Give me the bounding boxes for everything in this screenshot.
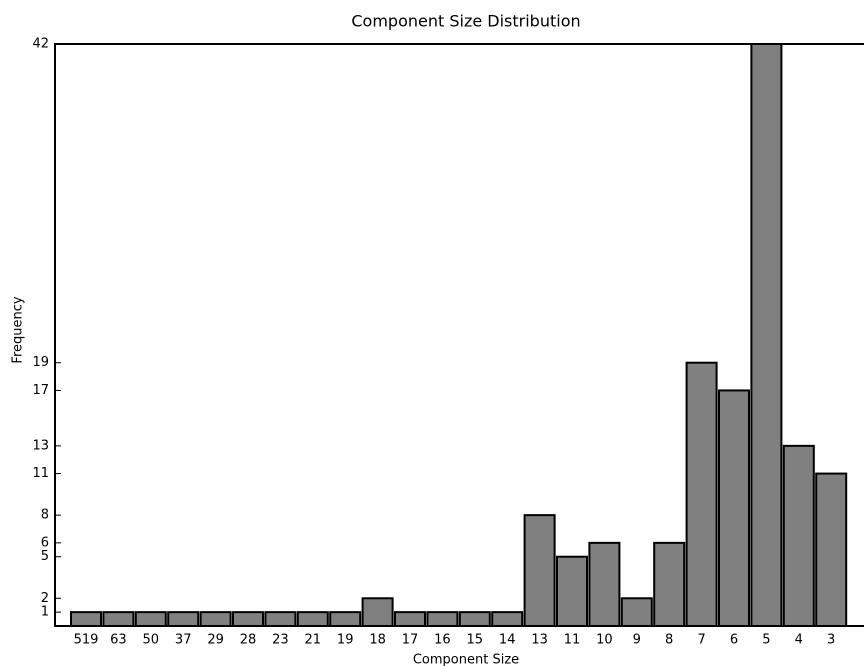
bar [556,555,588,628]
y-axis-label: Frequency [11,296,26,363]
x-axis-label: Component Size [413,653,519,666]
x-tick-label: 29 [207,633,224,648]
bar [361,597,394,627]
y-tick-label: 5 [41,549,49,564]
bar [653,541,686,627]
bar [620,597,653,627]
bar [296,611,329,628]
y-tick-label: 2 [41,591,49,606]
x-tick-label: 13 [531,633,548,648]
y-tick-label: 42 [32,37,49,52]
bar [329,611,362,628]
bar [782,444,815,627]
chart-title: Component Size Distribution [351,12,580,31]
bar [815,472,848,628]
x-tick-label: 17 [402,633,419,648]
x-tick-label: 519 [74,633,99,648]
y-tick-label: 19 [32,355,49,370]
bar [199,611,232,628]
y-tick-label: 8 [41,508,49,523]
bar [588,541,621,627]
x-tick-label: 23 [272,633,289,648]
x-tick-label: 14 [499,633,516,648]
bar [426,611,459,628]
bar [264,611,297,628]
x-tick-label: 10 [596,633,613,648]
bar [685,361,718,627]
x-tick-label: 37 [175,633,192,648]
bar [102,611,135,628]
y-tick-label: 13 [32,438,49,453]
x-tick-label: 8 [665,633,673,648]
x-tick-label: 15 [467,633,484,648]
y-tick-label: 1 [41,605,49,620]
bar [167,611,200,628]
x-tick-label: 11 [564,633,581,648]
bar [491,611,524,628]
y-tick-label: 17 [32,383,49,398]
bar [70,611,102,628]
bar [718,389,750,627]
x-tick-label: 16 [434,633,451,648]
x-tick-label: 18 [369,633,386,648]
x-tick-label: 4 [795,633,803,648]
y-tick-label: 6 [41,535,49,550]
x-tick-label: 21 [305,633,322,648]
x-tick-label: 7 [697,633,705,648]
bar [232,611,264,628]
x-tick-label: 50 [143,633,160,648]
x-tick-label: 5 [762,633,770,648]
x-tick-label: 28 [240,633,257,648]
axis-frame [54,43,864,627]
bar [750,43,783,627]
x-tick-label: 63 [110,633,127,648]
bar [523,514,556,628]
x-tick-label: 3 [827,633,835,648]
y-tick-label: 11 [32,466,49,481]
bar [394,611,426,628]
bar [458,611,491,628]
bar [134,611,167,628]
x-tick-label: 9 [633,633,641,648]
x-tick-label: 19 [337,633,354,648]
x-tick-label: 6 [730,633,738,648]
